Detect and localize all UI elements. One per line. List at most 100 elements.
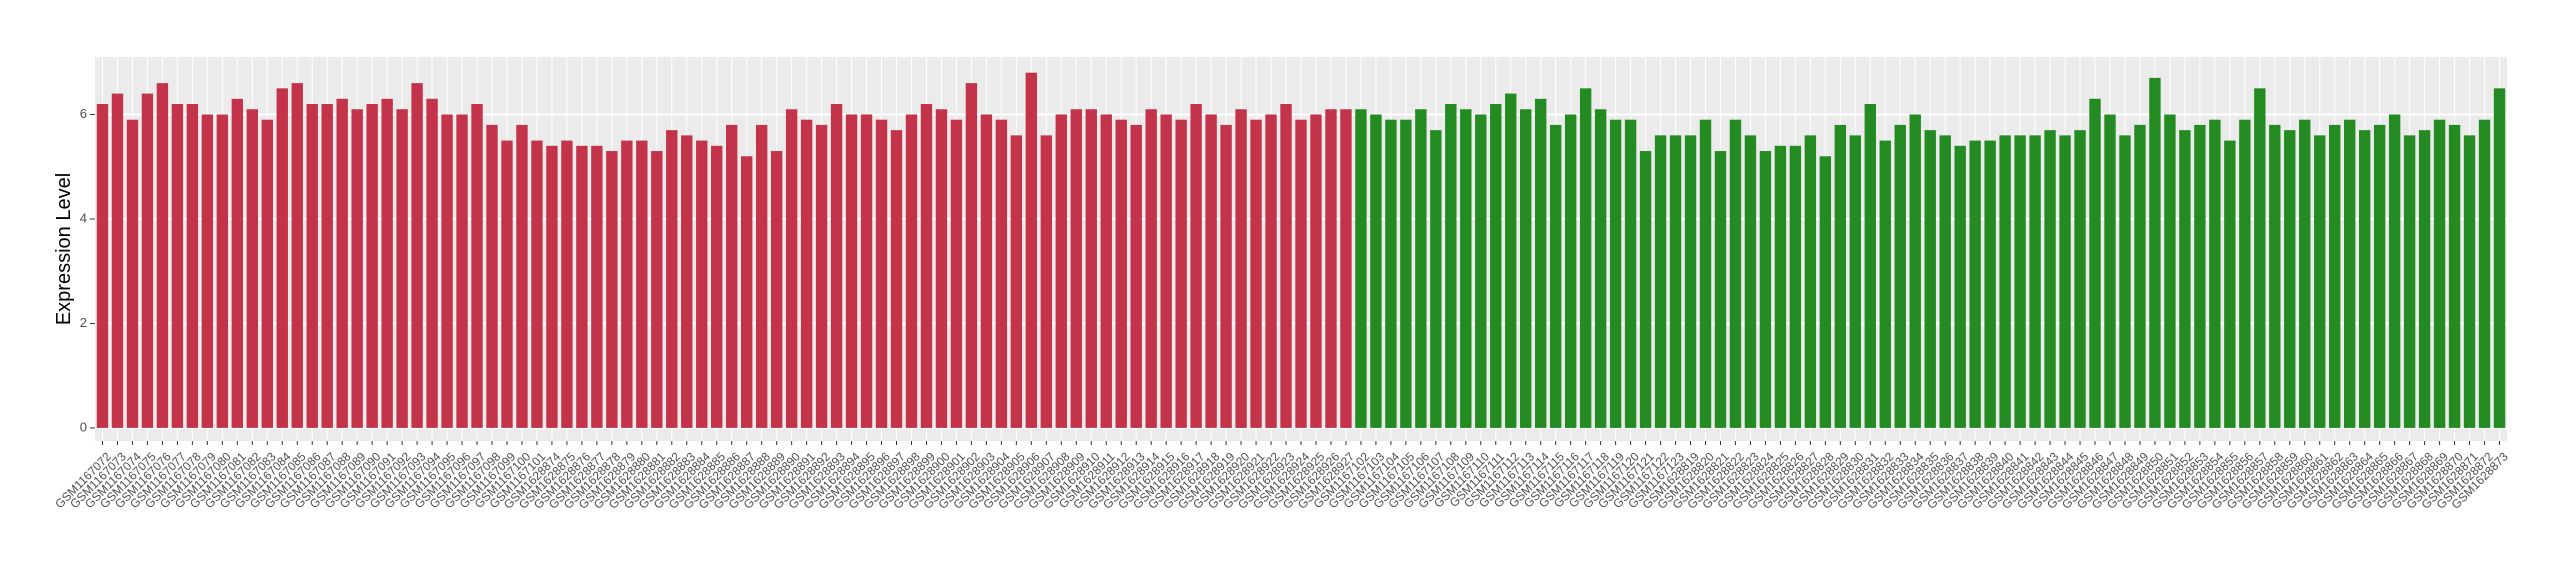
bar bbox=[755, 124, 768, 428]
bar bbox=[726, 124, 738, 428]
bar bbox=[1220, 124, 1232, 428]
bar bbox=[2074, 130, 2086, 428]
bar bbox=[2373, 124, 2386, 428]
bar bbox=[156, 83, 169, 428]
y-tick-label: 0 bbox=[80, 419, 87, 434]
bar bbox=[1475, 114, 1487, 428]
bar bbox=[2448, 124, 2461, 428]
bar bbox=[1864, 104, 1876, 428]
bar bbox=[636, 140, 648, 428]
bar bbox=[1954, 145, 1966, 428]
bar bbox=[1505, 93, 1517, 428]
bar bbox=[1055, 114, 1067, 428]
bar bbox=[186, 104, 199, 428]
bar bbox=[621, 140, 633, 428]
bar bbox=[1190, 104, 1202, 428]
bar bbox=[2254, 88, 2266, 428]
bar bbox=[336, 98, 348, 428]
bar bbox=[1310, 114, 1322, 428]
y-tick-label: 2 bbox=[80, 315, 87, 330]
bar bbox=[1729, 119, 1742, 428]
bar bbox=[1984, 140, 1996, 428]
bar bbox=[1564, 114, 1577, 428]
bar bbox=[1699, 119, 1712, 428]
bar bbox=[441, 114, 453, 428]
bar bbox=[591, 145, 603, 428]
bar bbox=[1445, 104, 1457, 428]
bar bbox=[1115, 119, 1127, 428]
bar bbox=[711, 145, 723, 428]
bar bbox=[366, 104, 378, 428]
bar bbox=[1355, 109, 1367, 428]
bar bbox=[2418, 130, 2431, 428]
bar bbox=[815, 124, 828, 428]
bar bbox=[231, 98, 244, 428]
bar bbox=[531, 140, 543, 428]
bar bbox=[1130, 124, 1142, 428]
bar bbox=[1400, 119, 1412, 428]
bar bbox=[1085, 109, 1097, 428]
bar bbox=[860, 114, 873, 428]
bar bbox=[740, 156, 753, 428]
bar bbox=[351, 109, 363, 428]
bar bbox=[1145, 109, 1157, 428]
bar bbox=[1594, 109, 1607, 428]
bar bbox=[2029, 135, 2041, 428]
bar bbox=[1894, 124, 1906, 428]
bar bbox=[216, 114, 229, 428]
bar bbox=[1460, 109, 1472, 428]
bar bbox=[141, 93, 154, 428]
bar bbox=[1265, 114, 1277, 428]
bar bbox=[1385, 119, 1397, 428]
bar bbox=[1430, 130, 1442, 428]
bar bbox=[1010, 135, 1023, 428]
bar bbox=[2179, 130, 2191, 428]
bar bbox=[1969, 140, 1981, 428]
bar bbox=[1819, 156, 1832, 428]
bar bbox=[1175, 119, 1187, 428]
bar bbox=[1609, 119, 1622, 428]
bar bbox=[2104, 114, 2116, 428]
bar bbox=[516, 124, 528, 428]
bar bbox=[1744, 135, 1757, 428]
bar bbox=[246, 109, 258, 428]
bar bbox=[606, 151, 618, 428]
bar bbox=[471, 104, 483, 428]
bar bbox=[1849, 135, 1862, 428]
bar bbox=[456, 114, 468, 428]
bar bbox=[1924, 130, 1936, 428]
bar bbox=[2344, 119, 2356, 428]
bar bbox=[1490, 104, 1502, 428]
bar bbox=[1280, 104, 1292, 428]
bar bbox=[546, 145, 558, 428]
bar bbox=[1325, 109, 1337, 428]
bar bbox=[291, 83, 303, 428]
bar bbox=[306, 104, 318, 428]
bar bbox=[126, 119, 139, 428]
bar bbox=[875, 119, 888, 428]
bar bbox=[696, 140, 708, 428]
bar bbox=[1520, 109, 1532, 428]
bar bbox=[2089, 98, 2101, 428]
bar bbox=[800, 119, 813, 428]
bar bbox=[2164, 114, 2176, 428]
bar bbox=[96, 104, 109, 428]
bar bbox=[2149, 77, 2161, 428]
bar bbox=[1579, 88, 1592, 428]
bar bbox=[770, 151, 783, 428]
bar bbox=[2358, 130, 2371, 428]
bar bbox=[1040, 135, 1053, 428]
bar bbox=[1714, 151, 1727, 428]
bar bbox=[2299, 119, 2311, 428]
bar bbox=[1370, 114, 1382, 428]
bar bbox=[1804, 135, 1817, 428]
bar bbox=[1340, 109, 1352, 428]
bar bbox=[666, 130, 678, 428]
bar bbox=[995, 119, 1008, 428]
bar bbox=[2329, 124, 2341, 428]
bar bbox=[1879, 140, 1891, 428]
bar bbox=[1684, 135, 1697, 428]
y-tick-label: 6 bbox=[80, 106, 87, 121]
bar bbox=[1654, 135, 1667, 428]
